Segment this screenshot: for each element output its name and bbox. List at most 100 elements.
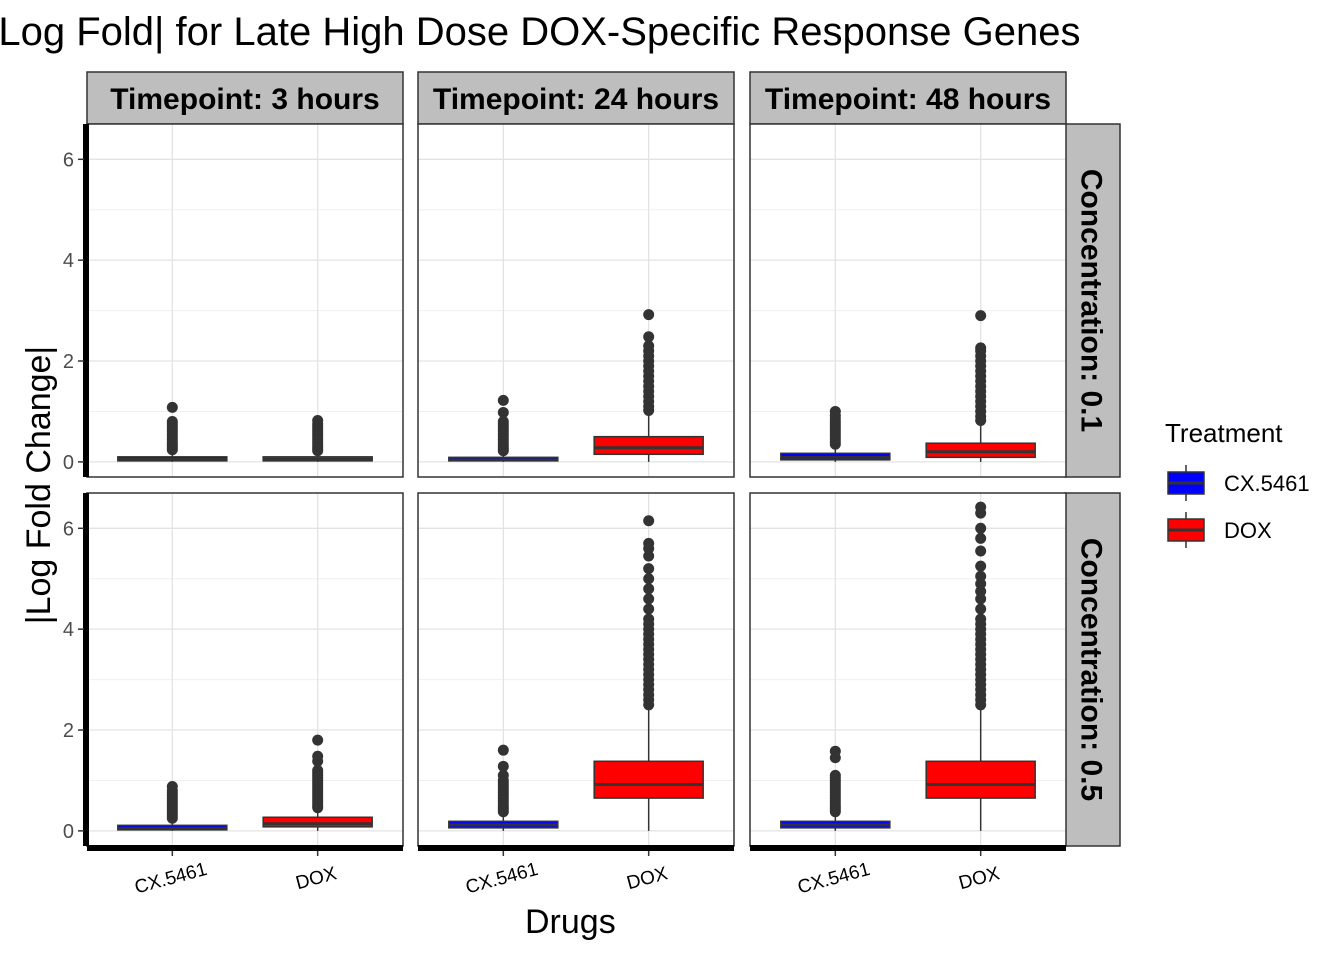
- outlier-point: [643, 593, 655, 605]
- outlier-point: [975, 501, 987, 513]
- box-cx5461-r0-c2: [780, 405, 891, 462]
- legend-item-dox: DOX: [1165, 512, 1335, 548]
- facet-strip-row-label-1: Concentration: 0.5: [1075, 538, 1108, 801]
- outlier-point: [975, 578, 987, 590]
- y-tick-label: 6: [63, 149, 74, 171]
- box-cx5461-r1-c0: [117, 780, 228, 831]
- box-iqr: [262, 816, 373, 828]
- outlier-point: [497, 760, 509, 772]
- x-axis-label: Drugs: [525, 903, 616, 941]
- outlier-point: [643, 613, 655, 625]
- outlier-point: [497, 769, 509, 781]
- outlier-point: [312, 415, 324, 427]
- legend-title: Treatment: [1165, 418, 1283, 448]
- outlier-point: [643, 563, 655, 575]
- y-tick-label: 4: [63, 250, 74, 272]
- outlier-point: [975, 310, 987, 322]
- outlier-point: [166, 780, 178, 792]
- legend-item-cx5461: CX.5461: [1165, 465, 1335, 501]
- outlier-point: [497, 416, 509, 428]
- box-dox-r1-c0: [262, 734, 373, 831]
- chart-title: |Log Fold| for Late High Dose DOX-Specif…: [0, 10, 1081, 54]
- box-cx5461-r0-c1: [448, 394, 559, 462]
- legend-key-cx5461: [1167, 465, 1205, 501]
- y-tick-label: 0: [63, 452, 74, 474]
- x-tick-label: DOX: [294, 863, 340, 894]
- outlier-point: [975, 342, 987, 354]
- outlier-point: [975, 613, 987, 625]
- facet-strip-row-1: [1064, 492, 1121, 847]
- panel-background: [87, 493, 403, 846]
- outlier-point: [166, 416, 178, 428]
- y-tick-label: 0: [63, 821, 74, 843]
- outlier-point: [975, 532, 987, 544]
- box-cx5461-r1-c2: [780, 745, 891, 831]
- box-iqr: [593, 760, 704, 799]
- panel-background: [750, 124, 1066, 477]
- outlier-point: [643, 603, 655, 615]
- legend-label-dox: DOX: [1224, 518, 1272, 543]
- outlier-point: [312, 750, 324, 762]
- box-cx5461-r1-c1: [448, 744, 559, 831]
- box-dox-r1-c2: [925, 501, 1036, 831]
- outlier-point: [975, 593, 987, 605]
- outlier-point: [975, 585, 987, 597]
- box-iqr: [925, 760, 1036, 799]
- x-tick-label: DOX: [625, 863, 671, 894]
- outlier-point: [975, 522, 987, 534]
- outlier-point: [643, 515, 655, 527]
- outlier-point: [497, 394, 509, 406]
- outlier-point: [166, 401, 178, 413]
- legend-key-dox: [1167, 512, 1205, 548]
- outlier-point: [497, 744, 509, 756]
- facet-strip-col-0: [86, 71, 404, 125]
- outlier-point: [829, 745, 841, 757]
- outlier-point: [829, 405, 841, 417]
- box-dox-r0-c0: [262, 415, 373, 462]
- facet-strip-col-label-1: Timepoint: 24 hours: [433, 83, 719, 116]
- box-cx5461-r0-c0: [117, 401, 228, 462]
- box-dox-r1-c1: [593, 515, 704, 831]
- outlier-point: [312, 764, 324, 776]
- outlier-point: [975, 545, 987, 557]
- box-iqr: [593, 435, 704, 456]
- x-tick-label: CX.5461: [132, 859, 209, 898]
- outlier-point: [975, 570, 987, 582]
- outlier-point: [312, 734, 324, 746]
- outlier-point: [497, 406, 509, 418]
- outlier-point: [643, 537, 655, 549]
- panel-background: [87, 124, 403, 477]
- panel-r0-c1: [418, 124, 734, 477]
- facet-strip-col-label-0: Timepoint: 3 hours: [110, 83, 379, 116]
- facet-strip-row-0: [1064, 123, 1121, 478]
- outlier-point: [643, 550, 655, 562]
- panel-border-r0-c2: [749, 123, 1067, 478]
- outlier-point: [643, 340, 655, 352]
- panel-border-r0-c1: [417, 123, 735, 478]
- outlier-point: [643, 583, 655, 595]
- x-tick-label: CX.5461: [463, 859, 540, 898]
- y-tick-label: 2: [63, 720, 74, 742]
- box-iqr: [925, 442, 1036, 459]
- box-dox-r0-c1: [593, 309, 704, 462]
- legend-label-cx5461: CX.5461: [1224, 471, 1310, 496]
- y-tick-label: 6: [63, 518, 74, 540]
- outlier-point: [643, 309, 655, 321]
- facet-strip-row-label-0: Concentration: 0.1: [1075, 169, 1108, 432]
- y-tick-label: 2: [63, 351, 74, 373]
- panel-r0-c2: [750, 124, 1066, 477]
- outlier-point: [643, 331, 655, 343]
- panel-r1-c0: [87, 493, 403, 846]
- x-tick-label: DOX: [957, 863, 1003, 894]
- facet-strip-col-2: [749, 71, 1067, 125]
- facet-strip-col-label-2: Timepoint: 48 hours: [765, 83, 1051, 116]
- panel-r0-c0: [87, 124, 403, 477]
- outlier-point: [975, 603, 987, 615]
- y-axis-label: |Log Fold Change|: [20, 346, 58, 625]
- panel-background: [418, 124, 734, 477]
- y-tick-label: 4: [63, 619, 74, 641]
- outlier-point: [975, 560, 987, 572]
- box-dox-r0-c2: [925, 310, 1036, 462]
